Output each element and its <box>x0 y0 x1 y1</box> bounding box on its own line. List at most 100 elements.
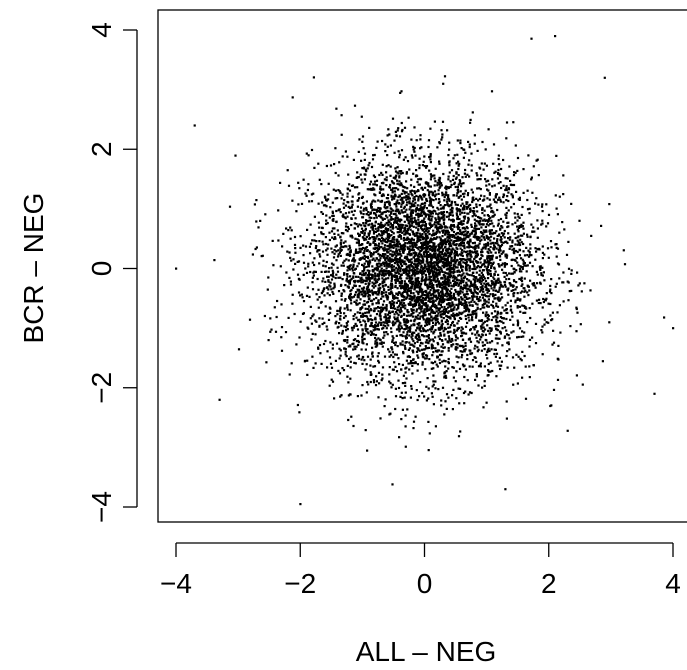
data-point <box>363 207 366 210</box>
data-point <box>434 360 437 363</box>
data-point <box>493 266 496 269</box>
data-point <box>522 311 525 314</box>
data-point <box>412 197 415 200</box>
data-point <box>503 265 506 268</box>
data-point <box>441 253 444 256</box>
data-point <box>435 230 438 233</box>
data-point <box>517 335 520 339</box>
data-point <box>381 282 384 285</box>
data-point <box>506 301 509 304</box>
data-point <box>483 320 486 323</box>
data-point <box>415 389 418 392</box>
data-point <box>497 198 500 201</box>
data-point <box>448 212 451 215</box>
data-point <box>497 263 500 266</box>
data-point <box>468 279 471 282</box>
data-point <box>377 206 380 210</box>
data-point <box>457 269 460 272</box>
data-point <box>427 145 430 149</box>
data-point <box>401 291 404 295</box>
data-point <box>397 209 400 212</box>
data-point <box>265 361 268 364</box>
data-point <box>488 284 491 287</box>
data-point <box>393 268 396 271</box>
data-point <box>478 258 481 261</box>
data-point <box>318 262 321 265</box>
data-point <box>422 160 425 163</box>
data-point <box>427 263 430 266</box>
data-point <box>431 206 435 209</box>
data-point <box>394 167 397 170</box>
data-point <box>371 222 374 225</box>
data-point <box>412 358 415 361</box>
data-point <box>367 282 370 285</box>
data-point <box>413 260 416 263</box>
data-point <box>470 152 473 155</box>
data-point <box>369 330 372 333</box>
data-point <box>388 234 391 237</box>
data-point <box>409 301 412 304</box>
data-point <box>490 303 493 306</box>
data-point <box>452 230 456 234</box>
data-point <box>494 348 497 351</box>
data-point <box>541 353 544 356</box>
data-point <box>471 251 474 254</box>
data-point <box>467 140 470 143</box>
data-point <box>427 320 430 323</box>
data-point <box>449 185 452 189</box>
data-point <box>372 333 375 336</box>
data-point <box>399 277 402 280</box>
data-point <box>398 284 401 287</box>
data-point <box>461 353 464 357</box>
data-point <box>374 268 377 271</box>
data-point <box>509 284 512 287</box>
data-point <box>505 216 508 219</box>
data-point <box>459 204 463 207</box>
data-point <box>405 320 408 323</box>
data-point <box>421 221 424 224</box>
data-point <box>373 307 376 310</box>
data-point <box>476 245 479 248</box>
data-point <box>456 266 459 269</box>
data-point <box>357 334 360 337</box>
data-point <box>402 239 405 242</box>
data-point <box>453 277 456 280</box>
data-point <box>445 200 449 203</box>
data-point <box>457 294 460 297</box>
data-point <box>382 237 385 241</box>
data-point <box>457 326 461 330</box>
data-point <box>428 192 431 195</box>
data-point <box>337 174 340 177</box>
data-point <box>453 268 456 271</box>
data-point <box>478 266 481 269</box>
data-point <box>502 220 505 223</box>
data-point <box>441 248 445 251</box>
data-point <box>578 282 581 285</box>
data-point <box>417 178 420 181</box>
data-point <box>374 285 377 288</box>
data-point <box>440 324 443 327</box>
data-point <box>331 274 334 278</box>
data-point <box>393 195 396 198</box>
data-point <box>406 247 410 250</box>
data-point <box>439 282 442 285</box>
data-point <box>488 229 491 232</box>
data-point <box>481 273 484 276</box>
data-point <box>490 265 493 268</box>
data-point <box>463 192 466 195</box>
data-point <box>428 281 431 284</box>
data-point <box>401 231 404 234</box>
data-point <box>312 366 315 369</box>
data-point <box>358 223 361 226</box>
data-point <box>402 306 405 309</box>
data-point <box>322 342 326 346</box>
data-point <box>490 219 493 222</box>
data-point <box>522 262 525 265</box>
data-point <box>529 247 532 250</box>
data-point <box>331 272 334 275</box>
data-point <box>333 163 336 166</box>
data-point <box>425 399 428 402</box>
data-point <box>509 305 512 308</box>
data-point <box>472 278 475 281</box>
data-point <box>499 239 502 242</box>
